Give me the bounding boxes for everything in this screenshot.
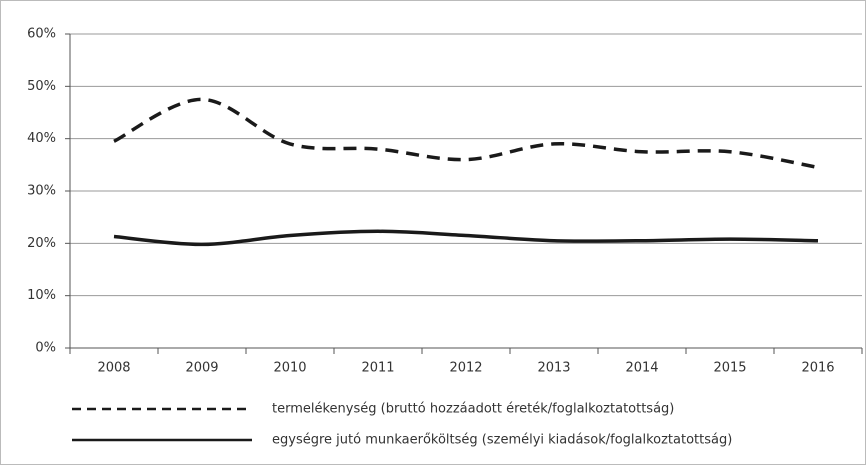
y-tick-label: 0% [35,341,56,356]
x-tick-label: 2013 [537,361,570,376]
legend-label: egységre jutó munkaerőköltség (személyi … [272,433,732,448]
x-tick-label: 2016 [801,361,834,376]
series-line [113,229,819,247]
legend-label: termelékenység (bruttó hozzáadott éreték… [272,402,674,417]
series-line [113,97,819,170]
y-tick-label: 40% [27,131,56,146]
x-tick-label: 2014 [625,361,658,376]
x-tick-label: 2009 [185,361,218,376]
y-tick-label: 50% [27,79,56,94]
x-tick-label: 2011 [361,361,394,376]
x-tick-label: 2010 [273,361,306,376]
y-tick-label: 10% [27,288,56,303]
y-tick-label: 60% [27,27,56,42]
y-tick-label: 30% [27,184,56,199]
y-tick-label: 20% [27,236,56,251]
x-tick-label: 2012 [449,361,482,376]
x-tick-label: 2015 [713,361,746,376]
x-tick-label: 2008 [97,361,130,376]
